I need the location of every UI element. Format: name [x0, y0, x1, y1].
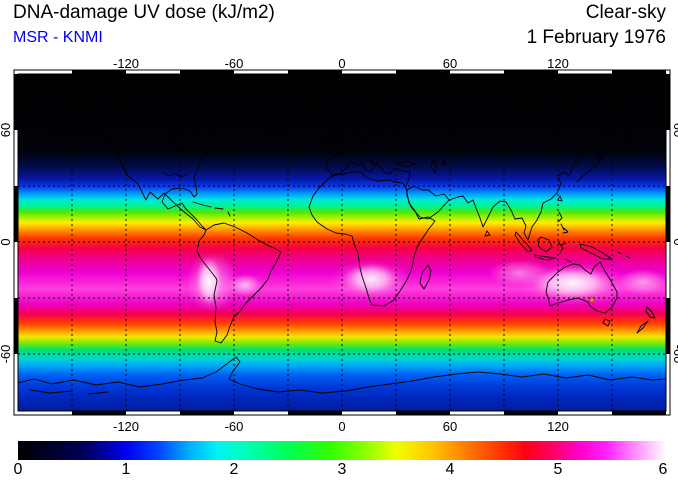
- zebra-bars: [14, 70, 670, 415]
- hotspot-brazil: [228, 274, 262, 296]
- coast-europe-mediterranean: [331, 159, 411, 187]
- hotspot-sw-pacific: [617, 269, 666, 295]
- coastlines: [18, 89, 666, 395]
- coast-caribbean-islands: [192, 201, 231, 217]
- lat-tick-label: 0: [0, 238, 13, 245]
- coast-madagascar: [419, 264, 432, 290]
- product-label: MSR - KNMI: [13, 29, 103, 46]
- lon-tick-label: 120: [547, 56, 569, 71]
- coast-southeast-asia: [505, 117, 666, 241]
- lat-tick-label: -60: [0, 345, 13, 364]
- colorbar-tick-label: 3: [337, 461, 347, 478]
- colorbar-tick-label: 6: [658, 461, 668, 478]
- coast-africa: [308, 171, 436, 307]
- lon-tick-label: -120: [113, 56, 139, 71]
- coast-australia: [545, 261, 618, 314]
- coast-arabia: [406, 185, 450, 220]
- lat-tick-label: 60: [0, 123, 13, 137]
- lat-tick-label: -60: [671, 345, 678, 364]
- lon-tick-label: -120: [113, 419, 139, 434]
- coast-kamchatka-sakhalin: [597, 129, 634, 162]
- uv-hotspots: [186, 252, 666, 312]
- coast-japan: [576, 155, 606, 183]
- coast-new-guinea: [579, 243, 631, 260]
- colorbar-tick-label: 5: [553, 461, 563, 478]
- graticule-grid: [18, 74, 666, 411]
- map-frame: [13, 69, 671, 416]
- lat-axis-right: 60 0 -60: [671, 123, 678, 364]
- coast-greenland: [257, 89, 310, 132]
- lon-tick-label: -60: [225, 419, 244, 434]
- coast-black-sea: [396, 160, 416, 168]
- coast-india: [448, 195, 507, 237]
- coast-indonesia: [514, 231, 572, 263]
- lon-tick-label: -60: [225, 56, 244, 71]
- coast-british-isles: [319, 129, 342, 149]
- map-frame-outer: [13, 69, 671, 416]
- date-label: 1 February 1976: [526, 27, 666, 48]
- hotspot-australia: [532, 267, 612, 299]
- coast-iceland: [316, 114, 330, 124]
- coast-new-zealand: [636, 306, 656, 334]
- lon-axis-top: -120 -60 0 60 120: [113, 56, 569, 71]
- colorbar-tick-label: 1: [121, 461, 131, 478]
- lon-tick-label: 60: [443, 419, 457, 434]
- hotspot-andes: [196, 257, 222, 305]
- lon-tick-label: 120: [547, 419, 569, 434]
- coast-taiwan-philippines: [557, 195, 569, 234]
- figure-title: DNA-damage UV dose (kJ/m2): [13, 2, 275, 23]
- lake-eyre-marker: [589, 297, 595, 303]
- colorbar-tick-label: 0: [13, 461, 23, 478]
- coast-great-lakes: [162, 171, 188, 178]
- lon-axis-bottom: -120 -60 0 60 120: [113, 419, 569, 434]
- coast-north-america: [42, 104, 217, 231]
- coast-europe-atlantic: [325, 106, 666, 176]
- lat-tick-label: 60: [671, 123, 678, 137]
- coast-caspian-sea: [430, 158, 447, 174]
- header-right: Clear-sky 1 February 1976: [527, 2, 666, 49]
- lon-tick-label: 60: [443, 56, 457, 71]
- colorbar: [18, 441, 666, 460]
- lat-tick-label: 0: [671, 238, 678, 245]
- hotspot-southern-africa: [344, 264, 398, 294]
- coast-tasmania: [602, 318, 611, 327]
- lon-tick-label: 0: [338, 56, 345, 71]
- coast-antarctica: [18, 356, 666, 395]
- coast-south-america: [196, 222, 282, 344]
- lon-tick-label: 0: [338, 419, 345, 434]
- scenario-label: Clear-sky: [585, 2, 666, 23]
- coast-baltic: [361, 124, 384, 140]
- lat-axis-left: 60 0 -60: [0, 123, 13, 364]
- colorbar-tick-label: 4: [445, 461, 455, 478]
- colorbar-tick-label: 2: [229, 461, 239, 478]
- header-left: DNA-damage UV dose (kJ/m2) MSR - KNMI: [13, 2, 275, 47]
